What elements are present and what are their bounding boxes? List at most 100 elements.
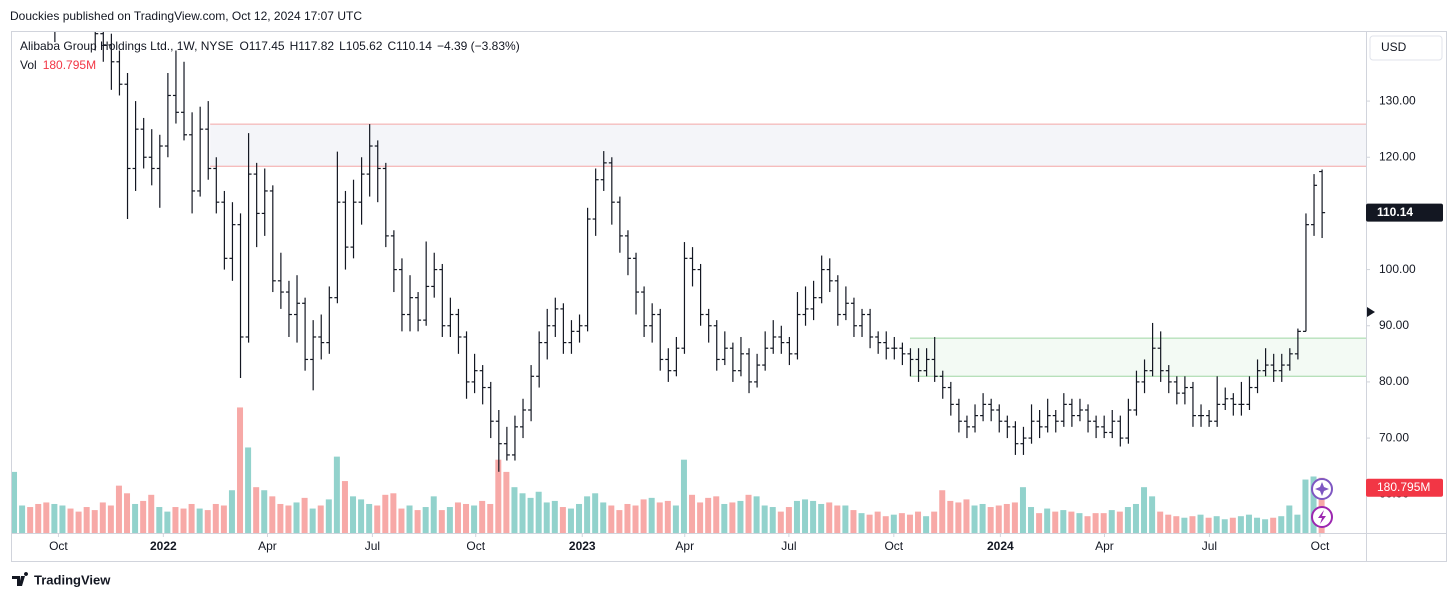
volume-bar xyxy=(761,505,768,533)
volume-bar xyxy=(253,487,260,533)
x-tick-label: Oct xyxy=(1311,539,1330,553)
x-tick-label: Oct xyxy=(49,539,68,553)
volume-bar xyxy=(1286,505,1293,533)
currency-box[interactable] xyxy=(1369,35,1443,61)
volume-bar xyxy=(1294,514,1301,533)
volume-bar xyxy=(422,507,429,533)
volume-bar xyxy=(406,505,413,533)
y-tick-label: 70.00 xyxy=(1379,430,1409,444)
volume-bar xyxy=(1068,511,1075,533)
volume-bar xyxy=(1132,503,1139,533)
volume-bar xyxy=(1213,516,1220,533)
volume-bar xyxy=(858,513,865,533)
volume-bar xyxy=(75,511,82,533)
volume-bar xyxy=(834,505,841,533)
x-tick-label: Jul xyxy=(1202,539,1217,553)
volume-bar xyxy=(358,499,365,533)
volume-bar xyxy=(979,503,986,533)
ohlc-value: 105.62 xyxy=(346,39,383,53)
volume-bar xyxy=(1052,511,1059,533)
volume-bar xyxy=(648,497,655,533)
volume-bar xyxy=(995,505,1002,533)
series xyxy=(12,32,1326,533)
volume-bar xyxy=(1237,516,1244,533)
volume-bar xyxy=(1205,517,1212,533)
volume-bar xyxy=(713,496,720,533)
legend-volume: Vol 180.795M xyxy=(20,58,96,72)
volume-bar xyxy=(737,500,744,533)
volume-bar xyxy=(91,510,98,533)
volume-bar xyxy=(107,505,114,533)
volume-bar xyxy=(479,500,486,533)
volume-bar xyxy=(1302,479,1309,533)
volume-bar xyxy=(495,459,502,533)
volume-bar xyxy=(1270,517,1277,533)
volume-bar xyxy=(350,496,357,533)
y-tick-label: 90.00 xyxy=(1379,318,1409,332)
indicator-icons[interactable] xyxy=(1311,478,1333,528)
volume-bar xyxy=(220,505,227,533)
published-line: Douckies published on TradingView.com, O… xyxy=(10,9,362,23)
volume-bar xyxy=(939,490,946,533)
volume-bar xyxy=(1262,519,1269,533)
x-tick-label: Jul xyxy=(365,539,380,553)
volume-bar xyxy=(51,503,58,533)
brand-logo: TradingView xyxy=(12,572,111,587)
volume-bar xyxy=(245,447,252,533)
volume-bar xyxy=(1157,511,1164,533)
volume-bar xyxy=(83,507,90,533)
volume-bar xyxy=(293,502,300,533)
volume-bar xyxy=(543,502,550,533)
volume-bar xyxy=(680,459,687,533)
volume-bar xyxy=(1221,519,1228,533)
volume-bar xyxy=(172,507,179,533)
plot-area xyxy=(12,32,1366,533)
volume-bar xyxy=(672,505,679,533)
ohlc-key: L xyxy=(339,39,346,53)
volume-bar xyxy=(1229,517,1236,533)
volume-bar xyxy=(600,502,607,533)
volume-bar xyxy=(826,502,833,533)
volume-bar xyxy=(608,505,615,533)
volume-bar xyxy=(947,500,954,533)
volume-bar xyxy=(277,503,284,533)
volume-bar xyxy=(35,503,42,533)
last-price-box xyxy=(1366,203,1443,222)
volume-bar xyxy=(398,508,405,533)
volume-bar xyxy=(1181,517,1188,533)
ohlc-value: 110.14 xyxy=(396,39,432,53)
volume-bar xyxy=(915,511,922,533)
volume-bar xyxy=(414,510,421,533)
currency: USD xyxy=(1381,40,1407,54)
volume-bar xyxy=(616,510,623,533)
volume-bar xyxy=(1310,476,1317,533)
volume-bar xyxy=(624,503,631,533)
volume-value: 180.795M xyxy=(43,58,96,72)
symbol: Alibaba Group Holdings Ltd., 1W, NYSE xyxy=(20,39,233,53)
logo-mark xyxy=(12,572,29,586)
volume-bar xyxy=(454,502,461,533)
ohlc-key: O xyxy=(239,39,248,53)
icon-glyph xyxy=(1315,482,1329,496)
volume-bar xyxy=(19,505,26,533)
change: −4.39 (−3.83%) xyxy=(437,39,520,53)
volume-bar xyxy=(511,487,518,533)
ohlc-value: 117.82 xyxy=(298,39,334,53)
x-tick-label: Oct xyxy=(884,539,903,553)
volume-bar xyxy=(810,500,817,533)
volume-bar xyxy=(228,490,235,533)
volume-bar xyxy=(1165,514,1172,533)
volume-bar xyxy=(850,510,857,533)
brand: TradingView xyxy=(34,572,111,587)
volume-bar xyxy=(132,503,139,533)
volume-bar xyxy=(866,514,873,533)
volume-bar xyxy=(1060,510,1067,533)
volume-bar xyxy=(567,508,574,533)
volume-bar xyxy=(99,502,106,533)
volume-bar xyxy=(842,505,849,533)
volume-bar xyxy=(471,505,478,533)
last-volume: 180.795M xyxy=(1377,480,1430,494)
volume-bar xyxy=(971,505,978,533)
volume-bar xyxy=(785,507,792,533)
